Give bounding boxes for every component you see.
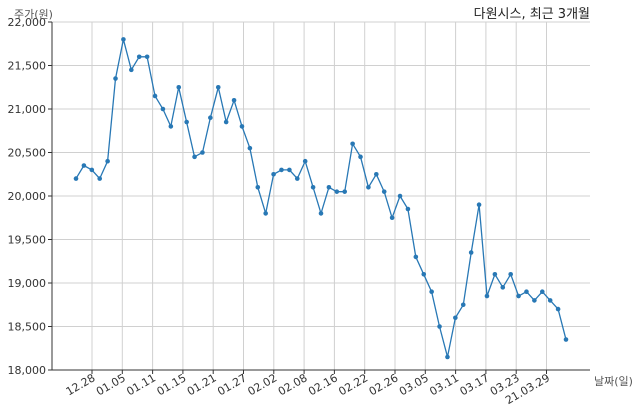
price-points: [73, 37, 569, 360]
data-point: [429, 289, 434, 295]
data-point: [129, 67, 134, 73]
y-tick-label: 18,000: [8, 364, 47, 377]
data-point: [200, 150, 205, 155]
data-point: [334, 189, 340, 194]
x-tick-label: 03.17: [458, 371, 492, 398]
data-point: [176, 84, 182, 90]
x-tick-label: 02.26: [367, 371, 401, 398]
data-point: [247, 145, 253, 151]
data-point: [437, 324, 442, 329]
x-tick-label: 02.16: [306, 371, 340, 398]
grid: [52, 21, 590, 370]
data-point: [89, 167, 95, 173]
x-tick-label: 03.05: [397, 371, 431, 398]
data-point: [271, 171, 276, 177]
data-point: [468, 250, 474, 255]
data-point: [358, 154, 363, 160]
x-tick-label: 02.02: [246, 371, 280, 398]
data-point: [366, 185, 371, 190]
y-tick-label: 19,500: [8, 234, 47, 247]
data-point: [421, 272, 427, 277]
data-point: [381, 189, 387, 194]
data-point: [239, 124, 245, 129]
x-tick-label: 01.15: [155, 371, 189, 398]
data-point: [302, 158, 308, 164]
data-point: [231, 98, 237, 103]
x-tick-label: 02.08: [276, 371, 310, 398]
x-tick-label: 01.27: [215, 371, 249, 398]
data-point: [508, 272, 513, 277]
data-point: [374, 171, 379, 177]
data-point: [532, 298, 537, 303]
data-point: [113, 76, 118, 81]
data-point: [294, 176, 300, 181]
x-axis-title: 날짜(일): [594, 374, 633, 388]
data-point: [223, 119, 229, 125]
data-point: [563, 337, 569, 342]
data-point: [105, 158, 110, 164]
x-tick-label: 12.28: [64, 371, 98, 398]
data-point: [255, 185, 261, 190]
y-axis-title: 주가(원): [14, 8, 53, 21]
data-point: [445, 354, 450, 360]
data-point: [453, 315, 458, 321]
x-tick-label: 03.11: [427, 371, 461, 398]
y-tick-label: 19,000: [8, 277, 47, 290]
y-tick-label: 20,000: [8, 190, 47, 203]
data-point: [547, 298, 553, 303]
data-point: [152, 93, 158, 99]
data-point: [287, 167, 292, 173]
y-tick-label: 22,000: [8, 16, 47, 29]
data-point: [492, 272, 498, 277]
y-tick-label: 20,500: [8, 147, 47, 160]
y-tick-label: 18,500: [8, 321, 47, 334]
data-point: [97, 176, 103, 181]
data-point: [484, 293, 490, 299]
data-point: [397, 193, 403, 199]
data-point: [215, 84, 221, 90]
data-point: [279, 167, 284, 173]
data-point: [342, 189, 348, 194]
data-point: [524, 289, 529, 295]
x-tick-label: 01.11: [124, 371, 158, 398]
data-point: [208, 115, 213, 120]
y-axis-ticks: 18,000 18,500 19,000 19,500 20,000 20,500 21,0…: [8, 16, 52, 377]
price-series-line: [75, 39, 567, 358]
data-point: [326, 185, 332, 190]
data-point: [310, 185, 316, 190]
data-point: [136, 54, 142, 60]
chart-title: 다원시스, 최근 3개월: [474, 7, 590, 22]
data-point: [539, 289, 545, 295]
x-tick-label: 02.22: [336, 371, 370, 398]
data-point: [73, 176, 79, 181]
x-axis-ticks: 12.2801.0501.1101.1501.2101.2702.0202.08…: [64, 370, 552, 407]
data-point: [144, 54, 150, 60]
data-point: [81, 163, 87, 168]
data-point: [192, 154, 197, 160]
data-point: [160, 106, 166, 112]
data-point: [405, 206, 411, 212]
data-point: [168, 124, 174, 129]
x-tick-label: 01.05: [94, 371, 128, 398]
data-point: [476, 202, 482, 207]
y-tick-label: 21,000: [8, 103, 47, 116]
data-point: [263, 211, 268, 216]
data-point: [460, 302, 466, 308]
x-tick-label: 01.21: [185, 371, 219, 398]
data-point: [318, 211, 324, 216]
data-point: [555, 306, 561, 312]
y-tick-label: 21,500: [8, 60, 47, 73]
data-point: [413, 254, 419, 260]
data-point: [516, 293, 521, 299]
data-point: [500, 285, 506, 290]
data-point: [184, 119, 189, 125]
data-point: [389, 215, 395, 221]
data-point: [350, 141, 355, 147]
data-point: [121, 37, 126, 42]
